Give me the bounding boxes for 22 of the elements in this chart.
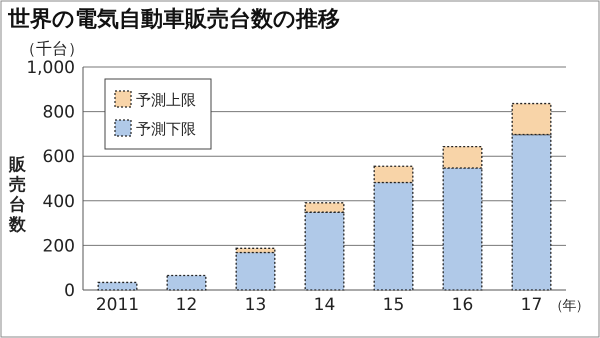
y-tick-label: 800	[42, 102, 75, 123]
bar	[236, 252, 276, 291]
x-axis-title: （年）	[550, 298, 588, 314]
bar	[98, 282, 138, 291]
y-tick-label: 0	[64, 281, 75, 301]
x-tick-label: 13	[244, 295, 266, 315]
y-tick-label: 200	[42, 236, 75, 256]
legend-label: 予測下限	[136, 120, 196, 138]
legend-label: 予測上限	[136, 91, 196, 109]
x-tick-label: 16	[452, 295, 474, 315]
x-tick-label: 17	[520, 295, 542, 315]
y-axis-title: 販売台数	[8, 155, 27, 235]
chart-title: 世界の電気自動車販売台数の推移	[7, 7, 340, 32]
x-tick-label: 14	[314, 295, 336, 315]
text: （千台）	[20, 39, 84, 58]
x-tick-label: 2011	[96, 295, 140, 315]
y-tick-label: 600	[42, 147, 75, 168]
x-tick-label: 12	[176, 295, 198, 315]
x-tick-label: 15	[382, 295, 404, 315]
y-tick-label: 400	[42, 192, 75, 212]
bar	[166, 274, 206, 291]
y-tick-label: 1,000	[26, 58, 75, 78]
